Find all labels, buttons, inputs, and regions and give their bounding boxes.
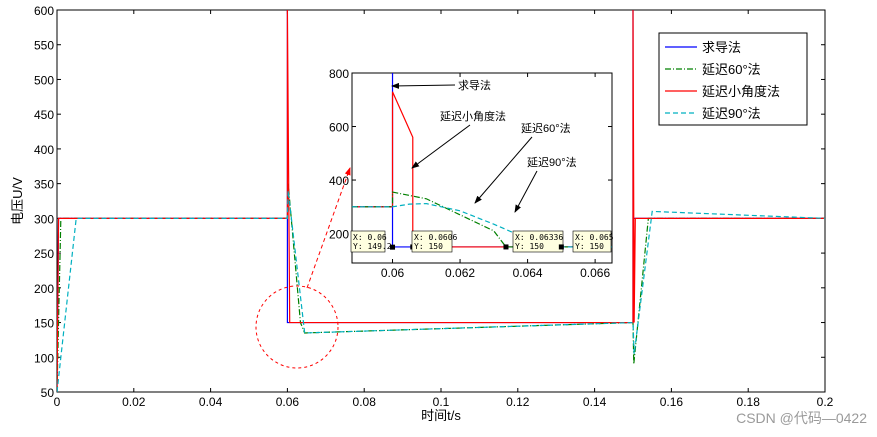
datatip-marker-2 [503,244,509,250]
datatip-y-3: Y: 150 [575,242,604,251]
inset-ytick-label: 400 [329,174,349,188]
main-xtick-label: 0.04 [199,395,223,409]
main-xtick-label: 0.16 [660,395,684,409]
main-ytick-label: 550 [34,39,54,53]
legend-label-1: 延迟60°法 [702,62,761,77]
main-xtick-label: 0.14 [583,395,607,409]
inset-ytick-label: 800 [329,67,349,81]
datatip-y-2: Y: 150 [515,242,544,251]
inset-xtick-label: 0.06 [381,266,405,280]
annotation-arrow-0 [391,82,456,89]
annotation-arrow-1 [411,124,471,169]
legend-label-3: 延迟90°法 [702,106,761,121]
inset-axes-frame [351,72,613,264]
main-ytick-label: 300 [34,212,54,226]
main-xtick-label: 0.06 [276,395,300,409]
datatip-box-3 [572,230,612,253]
datatip-box-2 [512,230,564,253]
zoom-arrow [306,167,351,289]
main-series [57,10,825,392]
datatip-y-0: Y: 149.2 [353,242,392,251]
annotation-arrow-3 [514,170,538,213]
legend-label-2: 延迟小角度法 [702,84,780,99]
main-xtick-label: 0.12 [506,395,530,409]
annotation-label-0: 求导法 [458,78,491,92]
main-ticks: 0 0.02 0.04 0.06 0.08 0.1 0.12 0.14 0.16 0.18 0.2 5… [34,4,834,409]
datatip-marker-0 [390,244,396,250]
datatip-x-0: X: 0.06 [353,233,387,242]
main-xtick-label: 0.08 [353,395,377,409]
main-series-line-2 [57,10,825,392]
main-xtick-label: 0.2 [817,395,834,409]
main-xtick-label: 0.02 [122,395,146,409]
main-ytick-label: 250 [34,247,54,261]
inset-ytick-label: 600 [329,121,349,135]
legend-box [658,32,808,126]
main-ytick-label: 450 [34,108,54,122]
x-axis-label: 时间t/s [421,408,461,423]
datatip-x-2: X: 0.06336 [515,233,563,242]
main-ytick-label: 100 [34,351,54,365]
main-ytick-label: 500 [34,73,54,87]
zoom-circle [255,285,339,369]
main-ytick-label: 350 [34,178,54,192]
main-xtick-label: 0.18 [737,395,761,409]
inset-xtick-label: 0.064 [513,266,543,280]
main-xtick-label: 0.1 [433,395,450,409]
legend-label-0: 求导法 [702,40,741,55]
datatip-x-1: X: 0.0606 [414,233,458,242]
main-ytick-label: 400 [34,143,54,157]
y-axis-label: 电压U/V [10,177,25,225]
main-series-line-3 [57,190,825,392]
main-ytick-label: 150 [34,317,54,331]
inset-series-line-2 [352,191,612,248]
watermark: CSDN @代码—0422 [736,410,867,426]
inset-xtick-label: 0.062 [445,266,475,280]
main-ytick-label: 50 [41,386,55,400]
inset-xtick-label: 0.066 [580,266,610,280]
datatip-box-0 [350,230,386,253]
datatip-x-3: X: 0.065 [575,233,614,242]
main-ytick-label: 600 [34,4,54,18]
annotation-label-3: 延迟90°法 [527,155,577,169]
annotation-arrow-2 [474,136,533,204]
main-ytick-label: 200 [34,282,54,296]
annotation-label-2: 延迟60°法 [521,121,571,135]
datatip-y-1: Y: 150 [414,242,443,251]
main-xtick-label: 0 [54,395,61,409]
inset-ytick-label: 200 [329,228,349,242]
datatip-box-1 [411,230,453,253]
annotation-label-1: 延迟小角度法 [440,109,506,123]
inset-ticks: 0.06 0.062 0.064 0.066 200 400 600 800 [329,67,612,280]
datatip-marker-3 [558,244,564,250]
